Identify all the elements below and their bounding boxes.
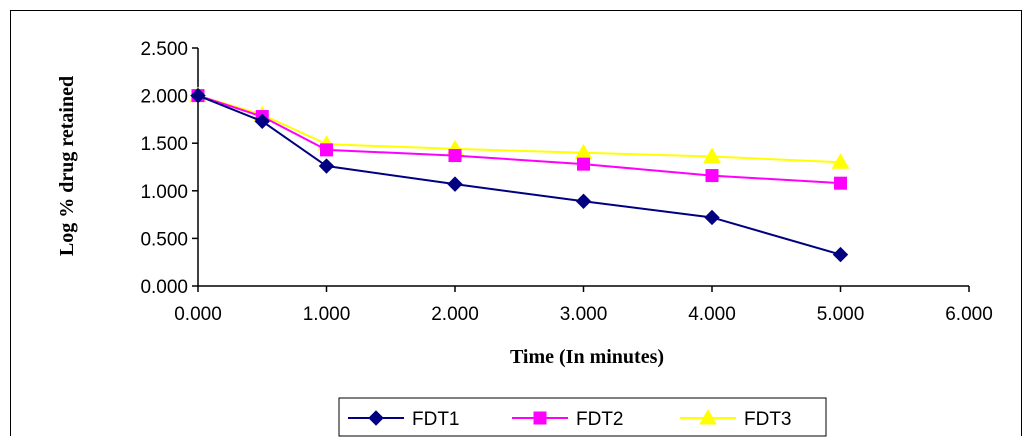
y-tick-label: 1.500 [140, 134, 188, 155]
data-point [577, 157, 590, 171]
data-point [831, 153, 850, 169]
x-tick-label: 1.000 [303, 304, 351, 325]
data-point [704, 209, 720, 226]
series-layer [189, 86, 850, 263]
x-tick-label: 5.000 [817, 304, 865, 325]
series-FDT3 [189, 86, 850, 169]
legend-item: FDT3 [680, 408, 792, 430]
legend-item: FDT2 [512, 409, 624, 430]
series-FDT1 [190, 87, 849, 263]
y-tick-label: 1.000 [140, 182, 188, 203]
y-axis-ticks: 0.000 0.500 1.000 1.500 2.000 2.500 [140, 39, 198, 298]
x-axis-ticks: 0.000 1.000 2.000 3.000 4.000 5.000 6.000 [174, 286, 993, 325]
data-point [703, 147, 721, 164]
legend-swatch-marker [368, 410, 384, 426]
y-tick-label: 2.500 [140, 39, 188, 60]
legend-label: FDT1 [412, 409, 460, 430]
y-tick-label: 0.500 [140, 229, 188, 250]
x-tick-label: 2.000 [431, 304, 479, 325]
legend-swatch-marker [699, 408, 717, 425]
data-point [190, 87, 206, 104]
data-point [254, 113, 270, 130]
data-point [834, 176, 847, 190]
x-tick-label: 3.000 [560, 304, 608, 325]
series-line [197, 94, 841, 164]
y-axis-title: Log % drug retained [56, 76, 78, 256]
series-line [197, 94, 841, 256]
data-point [320, 143, 333, 157]
x-tick-label: 6.000 [945, 304, 993, 325]
data-point [448, 149, 462, 163]
x-tick-label: 4.000 [688, 304, 736, 325]
x-axis-title: Time (In minutes) [510, 346, 664, 368]
chart-frame [10, 10, 1022, 436]
legend-box [338, 397, 827, 437]
series-FDT2 [191, 89, 847, 190]
data-point [318, 158, 335, 174]
y-tick-label: 0.000 [140, 277, 188, 298]
y-tick-label: 2.000 [140, 87, 188, 108]
data-point [447, 176, 463, 192]
series-line [197, 94, 841, 185]
x-tick-label: 0.000 [174, 304, 222, 325]
legend-item: FDT1 [348, 409, 460, 430]
legend-swatch-marker [533, 411, 547, 425]
data-point [705, 169, 719, 183]
legend-label: FDT3 [744, 409, 792, 430]
data-point [832, 246, 849, 263]
legend-label: FDT2 [576, 409, 624, 430]
data-point [575, 193, 592, 209]
legend: FDT1 FDT2 FDT3 [338, 397, 827, 437]
